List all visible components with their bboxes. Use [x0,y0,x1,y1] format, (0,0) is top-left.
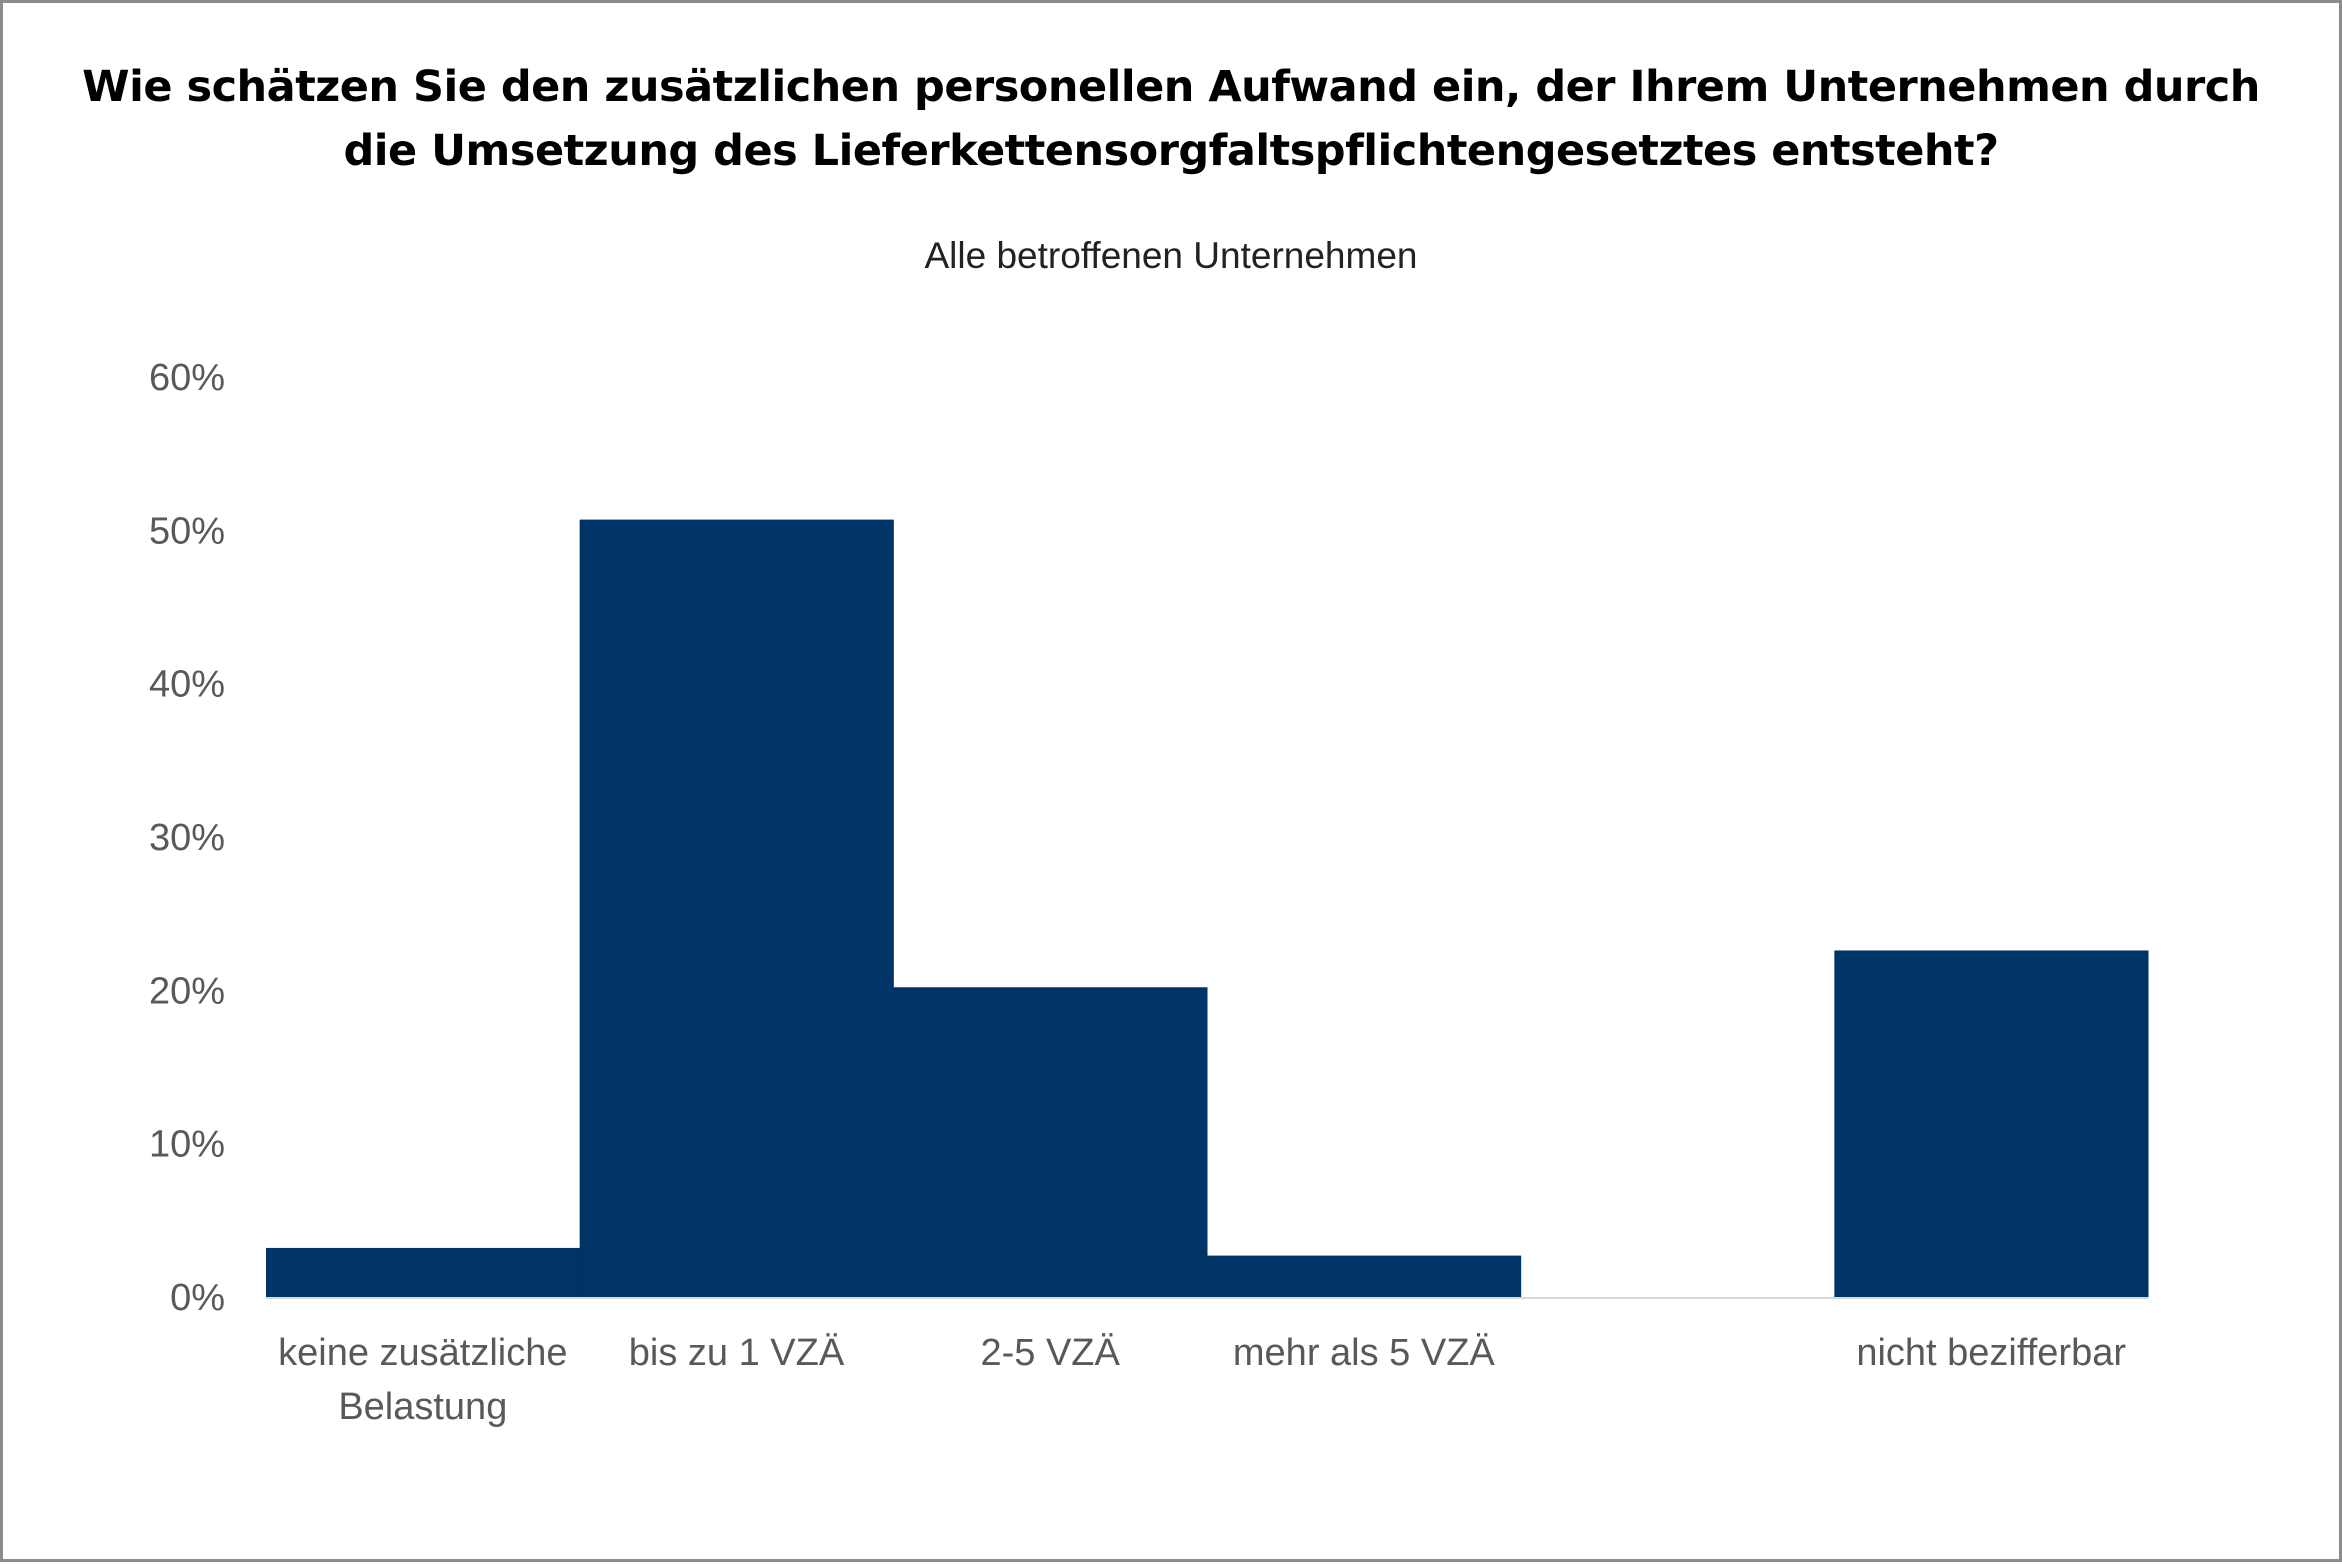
chart-subtitle: Alle betroffenen Unternehmen [924,235,1418,276]
bar [893,987,1208,1297]
y-tick-label: 40% [149,664,225,706]
x-category-label: nicht bezifferbar [1856,1332,2126,1374]
y-tick-label: 0% [170,1277,225,1319]
chart-title: Wie schätzen Sie den zusätzlichen person… [82,62,2260,176]
bar-chart: 0% 10% 20% 30% 40% 50% 60% keine zusätzliche Bel… [149,357,2149,1428]
x-category-label: mehr als 5 VZÄ [1233,1332,1496,1374]
bar [1834,950,2149,1297]
x-category-label: Belastung [338,1386,507,1428]
y-tick-label: 60% [149,357,225,399]
bar [266,1247,581,1297]
y-tick-label: 10% [149,1124,225,1166]
x-category-label: keine zusätzliche [278,1332,567,1374]
y-tick-label: 50% [149,510,225,552]
y-tick-label: 20% [149,970,225,1012]
bar [579,519,894,1297]
x-category-label: 2-5 VZÄ [980,1332,1120,1374]
x-category-label: bis zu 1 VZÄ [629,1332,845,1374]
y-tick-label: 30% [149,817,225,859]
bar [1207,1255,1522,1297]
